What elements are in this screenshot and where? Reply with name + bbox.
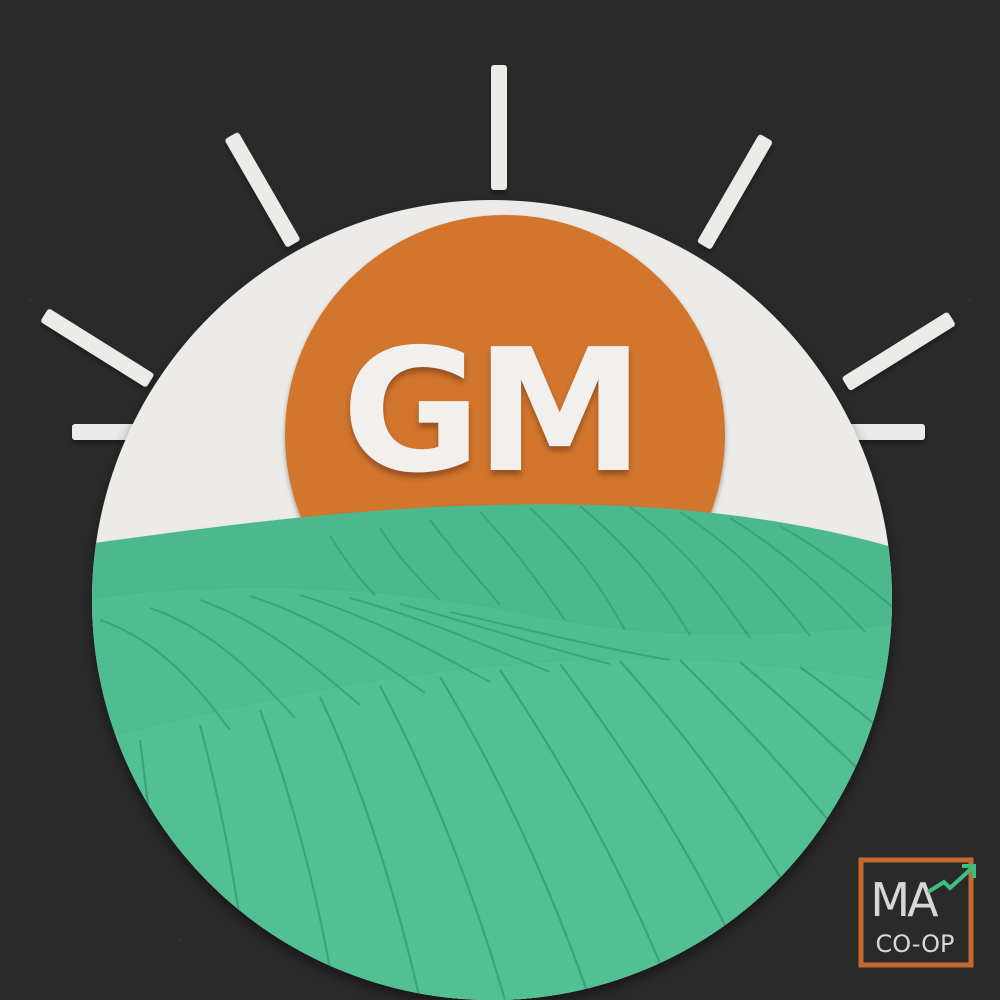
background-texture — [29, 78, 971, 962]
gm-monogram: GM — [342, 313, 639, 511]
badge-frame — [858, 857, 974, 968]
badge-mark: MA — [870, 873, 939, 927]
arrow-head-icon — [962, 864, 976, 878]
badge-label: CO-OP — [875, 930, 954, 958]
sun-ray — [41, 309, 154, 387]
field-furrows-middle — [99, 594, 671, 731]
field-furrows-back — [329, 505, 892, 639]
coop-badge: MA CO-OP — [858, 857, 976, 968]
trend-arrow-icon — [926, 866, 974, 894]
sun-ray — [225, 132, 300, 247]
sun-ray — [697, 134, 773, 249]
sun-ray — [491, 65, 507, 190]
green-fields — [92, 504, 892, 1000]
field-front — [92, 659, 892, 1000]
sun-ray — [842, 312, 955, 391]
